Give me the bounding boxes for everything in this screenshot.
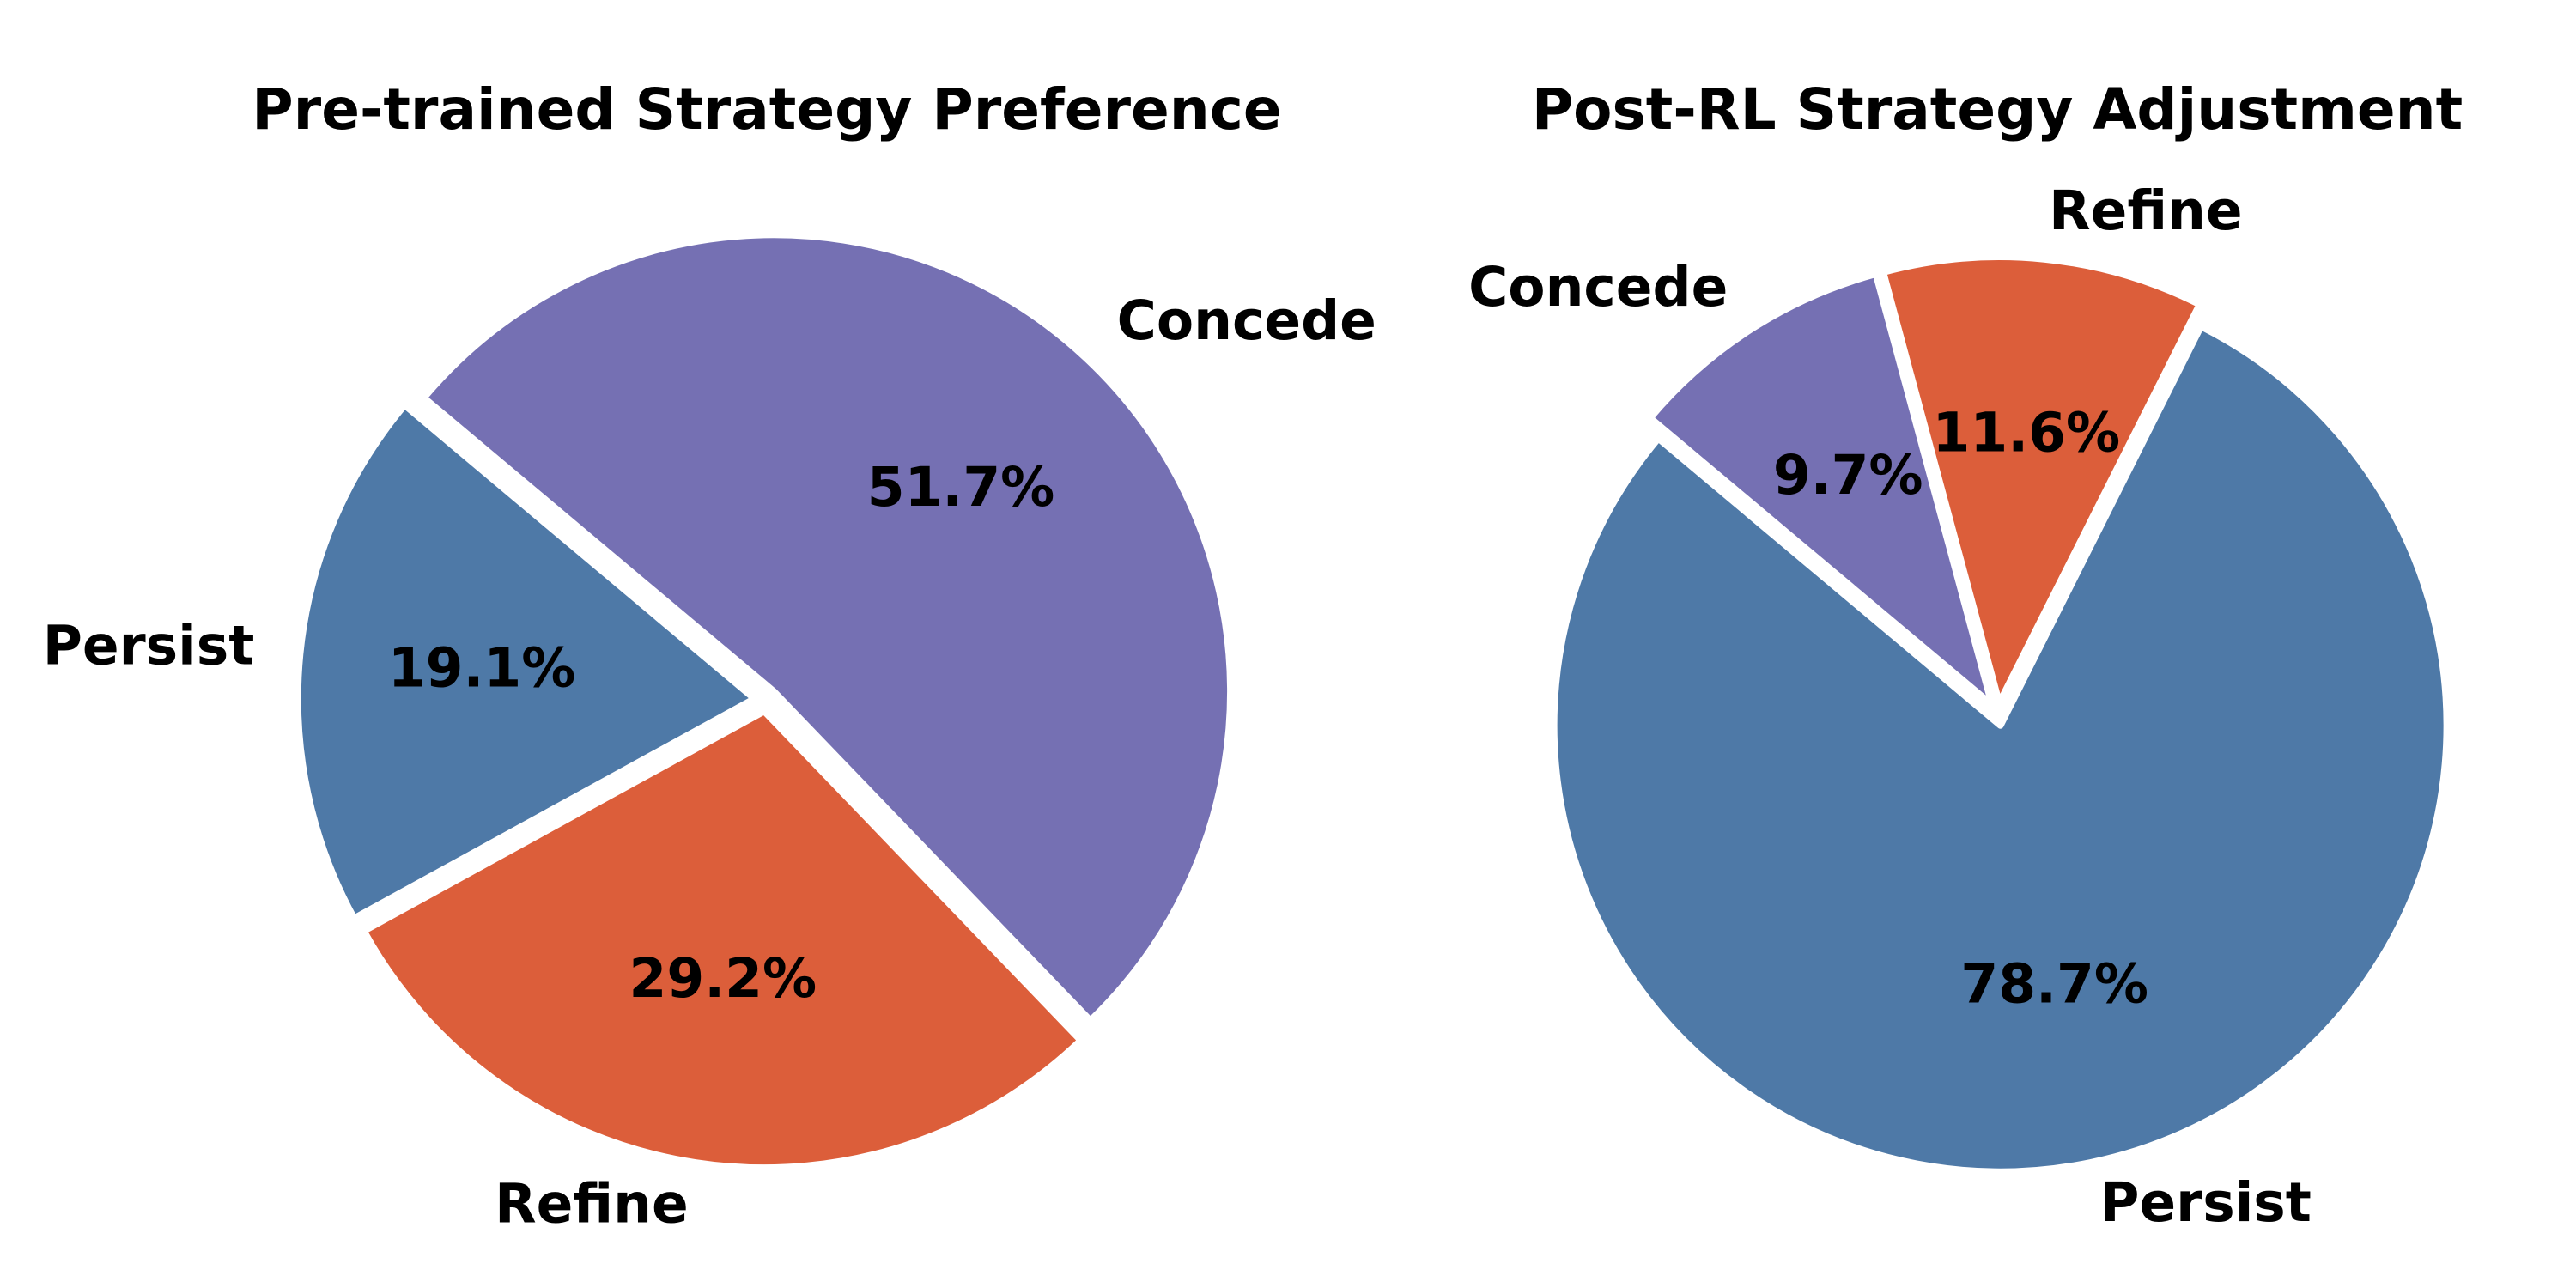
- pie-slice: [1646, 270, 1996, 709]
- pie-slice: [360, 708, 1084, 1172]
- slice-label: Concede: [1468, 256, 1728, 319]
- chart-title: Pre-trained Strategy Preference: [252, 76, 1281, 143]
- pie-slice: [1550, 323, 2451, 1176]
- slice-label: Refine: [2049, 179, 2243, 242]
- percent-label: 29.2%: [629, 947, 817, 1010]
- slice-label: Persist: [2099, 1171, 2312, 1234]
- percent-label: 51.7%: [867, 456, 1055, 519]
- percent-label: 11.6%: [1933, 402, 2121, 465]
- slice-label: Refine: [495, 1173, 689, 1236]
- percent-label: 9.7%: [1773, 444, 1923, 507]
- percent-label: 78.7%: [1960, 952, 2148, 1015]
- pie-slice: [1880, 253, 2203, 708]
- slice-label: Persist: [43, 614, 255, 677]
- percent-label: 19.1%: [388, 637, 576, 700]
- pie-slice: [420, 231, 1235, 1024]
- chart-title: Post-RL Strategy Adjustment: [1532, 76, 2463, 143]
- pie-slice: [294, 401, 758, 922]
- slice-label: Concede: [1117, 289, 1376, 352]
